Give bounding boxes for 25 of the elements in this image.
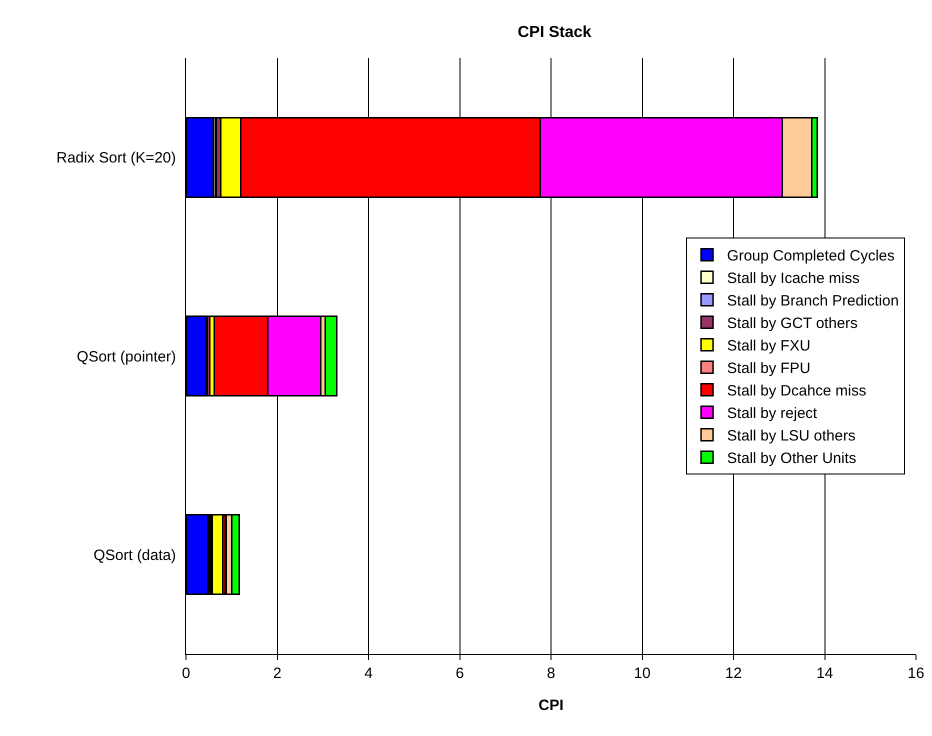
x-tick-label: 2: [273, 665, 282, 682]
x-axis-title: CPI: [538, 697, 564, 714]
y-tick-label: QSort (data): [93, 546, 176, 564]
x-tick-label: 8: [546, 665, 556, 682]
chart-title: CPI Stack: [518, 24, 592, 41]
bar: [324, 316, 338, 396]
legend-label: Stall by GCT others: [727, 315, 858, 332]
x-tick-label: 6: [456, 665, 464, 682]
legend-label: Stall by Dcahce miss: [727, 382, 866, 400]
x-tick-label: 10: [634, 665, 651, 682]
legend-label: Stall by FXU: [727, 338, 810, 355]
legend-label: Stall by reject: [727, 405, 818, 422]
x-tick-label: 0: [182, 665, 190, 682]
legend-label: Stall by Icache miss: [727, 270, 860, 288]
x-tick-label: 16: [908, 665, 924, 682]
x-tick-label: 12: [725, 665, 742, 682]
legend-label: Stall by LSU others: [727, 428, 856, 445]
y-tick-label: Radix Sort (K=20): [56, 150, 176, 167]
legend-label: Stall by FPU: [727, 360, 810, 378]
y-tick-label: QSort (pointer): [76, 348, 176, 366]
legend-label: Stall by Branch Prediction: [727, 292, 899, 310]
legend-label: Stall by Other Units: [727, 450, 856, 468]
x-tick-label: 14: [816, 665, 834, 682]
x-tick-label: 4: [364, 665, 373, 682]
legend-label: Group Completed Cycles: [727, 248, 895, 265]
